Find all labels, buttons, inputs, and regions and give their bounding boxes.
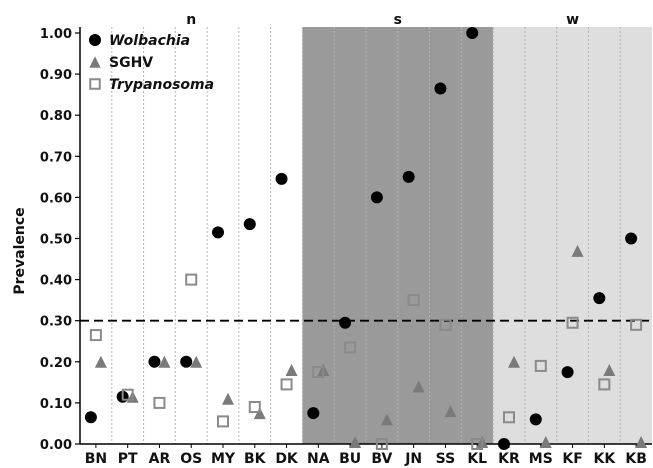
x-tick-label: KL — [467, 451, 487, 467]
point-trypanosoma — [248, 401, 261, 414]
legend-marker-trypanosoma — [89, 78, 101, 90]
legend: Wolbachia SGHV Trypanosoma — [89, 33, 214, 93]
point-wolbachia — [561, 366, 574, 379]
point-wolbachia — [529, 413, 542, 426]
point-sghv — [380, 413, 393, 426]
point-wolbachia — [212, 226, 224, 239]
point-trypanosoma — [185, 273, 198, 286]
point-trypanosoma — [439, 318, 452, 331]
point-trypanosoma — [407, 294, 420, 307]
point-sghv — [571, 244, 584, 257]
legend-marker-wolbachia — [89, 34, 101, 46]
y-tick-label: 0.50 — [40, 233, 72, 248]
x-tick-label: BK — [244, 451, 267, 467]
point-trypanosoma — [280, 378, 293, 391]
legend-label-sghv: SGHV — [109, 55, 153, 71]
x-tick-label: KR — [498, 451, 520, 467]
x-tick-label: BV — [371, 451, 392, 467]
point-sghv — [190, 355, 203, 368]
region-label-s: s — [394, 12, 402, 28]
x-tick-label: KF — [562, 451, 582, 467]
y-tick-label: 0.30 — [40, 315, 72, 330]
x-tick-label: BN — [85, 451, 107, 467]
point-trypanosoma — [89, 329, 102, 342]
point-trypanosoma — [375, 438, 388, 450]
point-trypanosoma — [217, 415, 229, 428]
point-wolbachia — [307, 407, 320, 420]
point-wolbachia — [148, 355, 161, 368]
point-wolbachia — [434, 82, 447, 95]
point-wolbachia — [402, 170, 415, 183]
point-trypanosoma — [121, 388, 134, 401]
legend-marker-sghv — [89, 56, 101, 68]
point-trypanosoma — [471, 438, 484, 450]
y-tick-label: 0.80 — [40, 109, 72, 124]
point-trypanosoma — [598, 378, 611, 391]
y-tick-label: 0.00 — [40, 438, 72, 453]
point-wolbachia — [275, 172, 288, 185]
point-wolbachia — [625, 232, 638, 245]
point-trypanosoma — [534, 359, 547, 372]
x-tick-label: KB — [625, 451, 647, 467]
x-tick-label: KK — [593, 451, 616, 467]
point-wolbachia — [593, 292, 606, 305]
point-sghv — [285, 364, 298, 377]
y-tick-label: 0.40 — [40, 274, 72, 289]
x-tick-label: OS — [180, 451, 202, 467]
data-points — [84, 27, 648, 450]
point-trypanosoma — [503, 411, 515, 424]
point-sghv — [635, 436, 648, 448]
point-sghv — [253, 407, 266, 420]
point-sghv — [539, 436, 552, 448]
x-tick-label: DK — [275, 451, 299, 467]
point-sghv — [508, 355, 520, 368]
point-wolbachia — [243, 218, 256, 231]
vertical-gridlines — [111, 27, 621, 444]
point-wolbachia — [339, 316, 352, 329]
y-tick-label: 0.70 — [40, 150, 72, 165]
y-tick-label: 0.90 — [40, 68, 72, 83]
y-tick-label: 1.00 — [40, 27, 72, 42]
x-tick-label: JN — [404, 451, 422, 467]
y-tick-label: 0.10 — [40, 397, 72, 412]
x-tick-label: NA — [307, 451, 330, 467]
point-sghv — [222, 392, 234, 405]
point-trypanosoma — [344, 341, 357, 354]
point-sghv — [94, 355, 107, 368]
y-tick-label: 0.60 — [40, 191, 72, 206]
legend-label-wolbachia: Wolbachia — [109, 33, 190, 49]
x-tick-label: AR — [149, 451, 171, 467]
axes: 0.00 0.10 0.20 0.30 0.40 0.50 0.60 0.70 0.80 0.90… — [40, 27, 652, 467]
point-wolbachia — [84, 411, 97, 424]
point-wolbachia — [498, 438, 510, 450]
y-tick-label: 0.20 — [40, 356, 72, 371]
legend-label-trypanosoma: Trypanosoma — [109, 77, 214, 93]
x-tick-label: PT — [118, 451, 138, 467]
point-sghv — [158, 355, 171, 368]
point-wolbachia — [180, 355, 193, 368]
region-label-w: w — [566, 12, 579, 28]
point-sghv — [603, 364, 616, 377]
x-tick-label: BU — [339, 451, 361, 467]
point-sghv — [444, 405, 457, 418]
region-label-n: n — [186, 12, 196, 28]
point-trypanosoma — [630, 318, 643, 331]
x-tick-label: SS — [436, 451, 456, 467]
point-trypanosoma — [312, 366, 325, 379]
point-trypanosoma — [566, 316, 579, 329]
point-sghv — [412, 380, 425, 393]
y-axis-title: Prevalence — [12, 207, 28, 294]
x-tick-label: MY — [211, 451, 236, 467]
region-band-n — [80, 27, 303, 444]
x-tick-label: MS — [529, 451, 553, 467]
point-trypanosoma — [153, 396, 166, 409]
point-wolbachia — [370, 191, 383, 204]
point-sghv — [349, 436, 362, 448]
point-wolbachia — [466, 27, 479, 39]
